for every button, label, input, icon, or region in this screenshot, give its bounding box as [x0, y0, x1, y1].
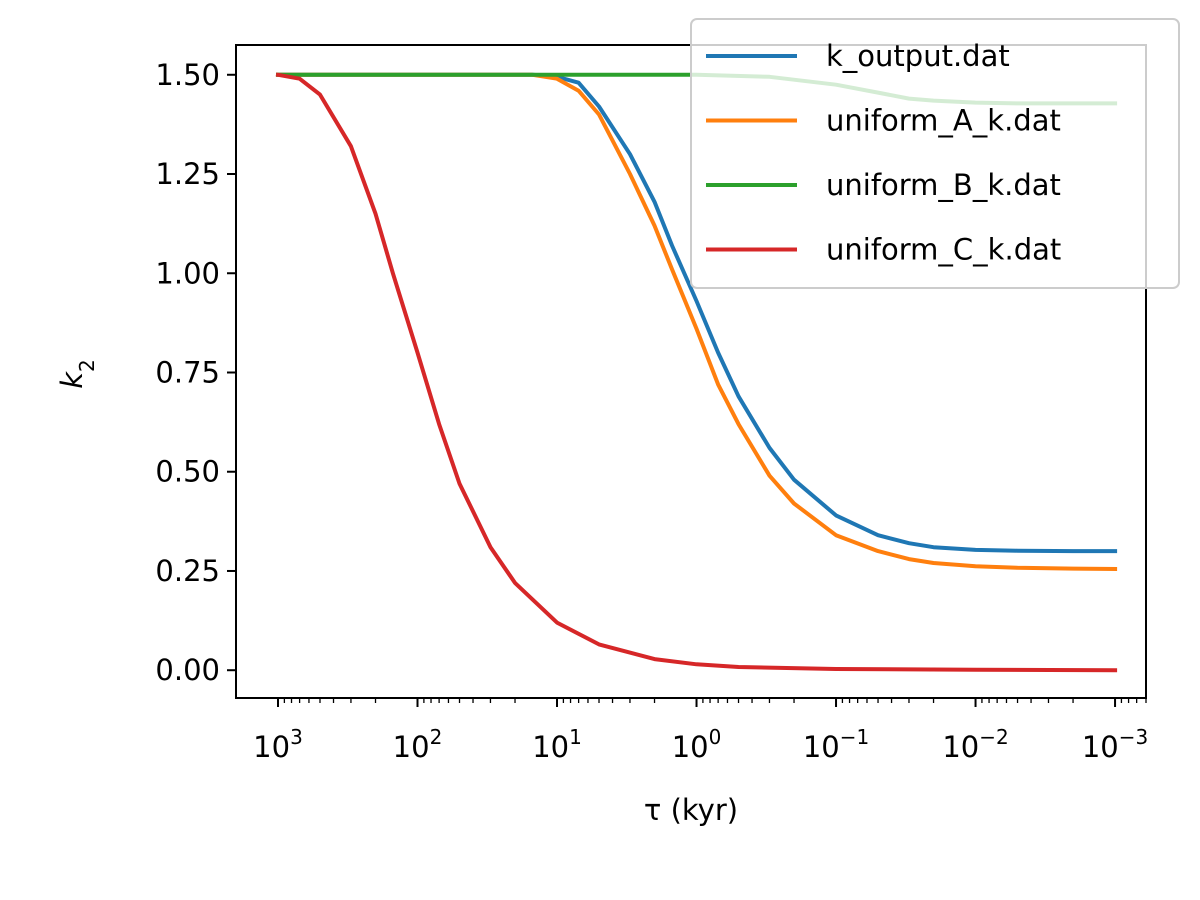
y-tick-label: 1.50 — [155, 58, 220, 92]
legend-label: uniform_C_k.dat — [826, 233, 1061, 267]
y-tick-label: 0.50 — [155, 455, 220, 489]
y-axis-label-subscript: 2 — [75, 359, 99, 372]
y-tick-label: 1.00 — [155, 256, 220, 290]
x-tick-label: 100 — [672, 725, 722, 764]
legend-box — [690, 18, 1180, 289]
y-tick-label: 0.25 — [155, 554, 220, 588]
y-tick-label: 0.00 — [155, 653, 220, 687]
y-axis: 0.00 0.25 0.50 0.75 1.00 1.25 1.50 — [155, 58, 236, 687]
y-axis-label: k2 — [55, 359, 99, 389]
legend-label: k_output.dat — [826, 39, 1010, 73]
x-tick-label: 10−3 — [1082, 725, 1148, 764]
series-line-4 — [275, 72, 1118, 673]
x-tick-label: 10−1 — [803, 725, 869, 764]
x-axis-label: τ (kyr) — [644, 793, 738, 827]
series-line-2 — [276, 72, 1118, 572]
x-axis: 103 102 101 100 10−1 10−2 10−3 — [253, 698, 1148, 764]
legend-label: uniform_B_k.dat — [826, 168, 1061, 202]
y-axis-label-main: k — [55, 371, 89, 389]
x-tick-label: 101 — [532, 725, 582, 764]
y-tick-label: 1.25 — [155, 157, 220, 191]
x-tick-label: 102 — [393, 725, 443, 764]
legend-label: uniform_A_k.dat — [826, 104, 1061, 138]
x-tick-label: 103 — [253, 725, 303, 764]
x-tick-label: 10−2 — [942, 725, 1008, 764]
y-tick-label: 0.75 — [155, 355, 220, 389]
legend: k_output.dat uniform_A_k.dat uniform_B_k.d… — [690, 18, 1180, 289]
